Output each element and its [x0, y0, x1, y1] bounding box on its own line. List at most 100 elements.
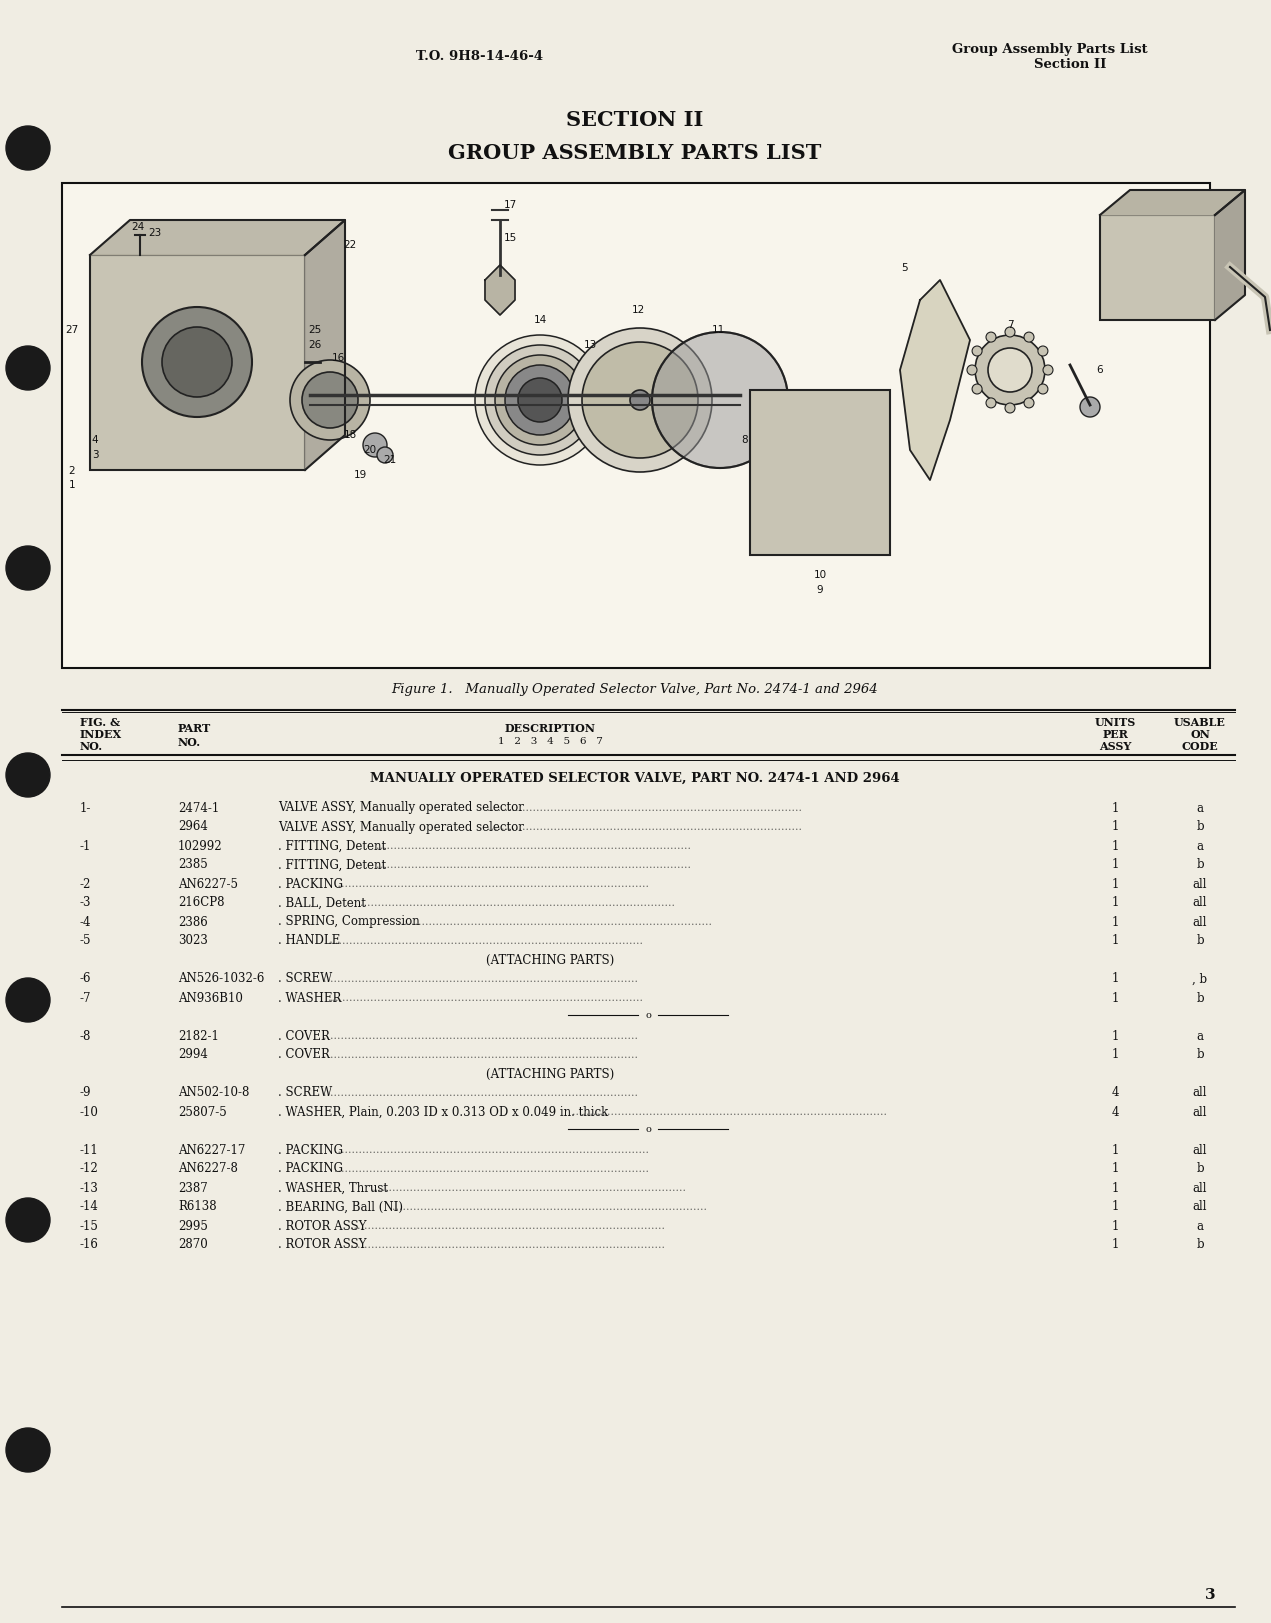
- Text: ASSY: ASSY: [1099, 742, 1131, 753]
- Circle shape: [6, 545, 50, 591]
- Text: -7: -7: [80, 992, 92, 1005]
- Text: 14: 14: [534, 315, 547, 325]
- Text: PART: PART: [178, 724, 211, 735]
- Text: 3: 3: [1205, 1587, 1215, 1602]
- Text: -12: -12: [80, 1162, 99, 1175]
- Circle shape: [967, 365, 977, 375]
- Text: 1: 1: [1111, 972, 1118, 985]
- Text: 9: 9: [817, 584, 824, 596]
- Text: 26: 26: [309, 339, 322, 351]
- Text: 1: 1: [1111, 1029, 1118, 1042]
- Text: . PACKING: . PACKING: [278, 1162, 343, 1175]
- Text: 1: 1: [1111, 802, 1118, 815]
- Text: 1: 1: [1111, 992, 1118, 1005]
- Text: -11: -11: [80, 1144, 99, 1157]
- Text: all: all: [1192, 1182, 1207, 1195]
- Text: 8: 8: [742, 435, 749, 445]
- Polygon shape: [305, 221, 344, 471]
- Text: all: all: [1192, 1086, 1207, 1099]
- Text: . COVER: . COVER: [278, 1048, 330, 1061]
- Text: ................................................................................: ........................................…: [323, 1087, 638, 1099]
- Circle shape: [652, 333, 788, 467]
- Text: 1: 1: [1111, 1144, 1118, 1157]
- Circle shape: [568, 328, 712, 472]
- Text: . BEARING, Ball (NI): . BEARING, Ball (NI): [278, 1201, 403, 1214]
- Text: -15: -15: [80, 1219, 99, 1232]
- Circle shape: [486, 346, 595, 454]
- Text: ................................................................................: ........................................…: [334, 1164, 648, 1173]
- Text: 1: 1: [1111, 839, 1118, 852]
- Text: ................................................................................: ........................................…: [391, 1203, 707, 1212]
- Text: 1: 1: [1111, 1238, 1118, 1251]
- Text: b: b: [1196, 935, 1204, 948]
- Text: AN6227-17: AN6227-17: [178, 1144, 245, 1157]
- Text: -6: -6: [80, 972, 92, 985]
- Text: ................................................................................: ........................................…: [360, 898, 675, 907]
- Text: 1: 1: [1111, 1219, 1118, 1232]
- Text: 1: 1: [1111, 915, 1118, 928]
- Circle shape: [986, 398, 996, 407]
- Text: ................................................................................: ........................................…: [371, 1183, 686, 1193]
- Text: NO.: NO.: [80, 742, 103, 753]
- Polygon shape: [900, 281, 970, 480]
- Circle shape: [6, 1428, 50, 1472]
- Text: PER: PER: [1102, 729, 1127, 740]
- Text: 2385: 2385: [178, 859, 207, 872]
- Circle shape: [6, 1198, 50, 1242]
- Text: a: a: [1196, 1219, 1204, 1232]
- Text: 1   2   3   4   5   6   7: 1 2 3 4 5 6 7: [497, 737, 602, 747]
- Text: 2: 2: [69, 466, 75, 476]
- Circle shape: [364, 433, 386, 458]
- Text: 102992: 102992: [178, 839, 222, 852]
- Text: a: a: [1196, 839, 1204, 852]
- Text: ................................................................................: ........................................…: [398, 917, 712, 927]
- Circle shape: [763, 403, 778, 419]
- Text: AN6227-8: AN6227-8: [178, 1162, 238, 1175]
- Text: 1: 1: [1111, 935, 1118, 948]
- Circle shape: [582, 342, 698, 458]
- Circle shape: [6, 127, 50, 170]
- Text: GROUP ASSEMBLY PARTS LIST: GROUP ASSEMBLY PARTS LIST: [449, 143, 821, 162]
- Text: 2386: 2386: [178, 915, 207, 928]
- Text: -8: -8: [80, 1029, 92, 1042]
- Text: 15: 15: [503, 234, 516, 243]
- Text: ON: ON: [1190, 729, 1210, 740]
- Bar: [62, 183, 1210, 669]
- Text: 3: 3: [92, 450, 98, 459]
- Text: (ATTACHING PARTS): (ATTACHING PARTS): [486, 1068, 614, 1081]
- Text: 10: 10: [813, 570, 826, 579]
- Text: ................................................................................: ........................................…: [323, 1031, 638, 1040]
- Text: all: all: [1192, 878, 1207, 891]
- Text: all: all: [1192, 1201, 1207, 1214]
- Circle shape: [1024, 333, 1035, 342]
- Text: all: all: [1192, 1105, 1207, 1118]
- Text: ................................................................................: ........................................…: [487, 821, 802, 833]
- Circle shape: [1038, 385, 1047, 394]
- Text: all: all: [1192, 896, 1207, 909]
- Text: R6138: R6138: [178, 1201, 216, 1214]
- Text: 13: 13: [583, 339, 596, 351]
- Text: 1: 1: [69, 480, 75, 490]
- Circle shape: [986, 333, 996, 342]
- Text: 6: 6: [1097, 365, 1103, 375]
- Text: b: b: [1196, 992, 1204, 1005]
- Text: ................................................................................: ........................................…: [487, 803, 802, 813]
- Circle shape: [519, 378, 562, 422]
- Text: o: o: [646, 1011, 651, 1019]
- Text: o: o: [646, 1125, 651, 1133]
- Text: 2964: 2964: [178, 821, 208, 834]
- Text: b: b: [1196, 1162, 1204, 1175]
- Circle shape: [1043, 365, 1052, 375]
- Text: 25807-5: 25807-5: [178, 1105, 226, 1118]
- Text: 2474-1: 2474-1: [178, 802, 220, 815]
- Text: Section II: Section II: [1033, 57, 1106, 70]
- Text: AN6227-5: AN6227-5: [178, 878, 238, 891]
- Text: b: b: [1196, 1238, 1204, 1251]
- Text: ................................................................................: ........................................…: [334, 1144, 648, 1156]
- Circle shape: [1005, 403, 1016, 412]
- Text: 5: 5: [901, 263, 909, 273]
- Text: NO.: NO.: [178, 737, 201, 748]
- Text: 1: 1: [1111, 821, 1118, 834]
- Text: 2182-1: 2182-1: [178, 1029, 219, 1042]
- Text: . WASHER, Plain, 0.203 ID x 0.313 OD x 0.049 in. thick: . WASHER, Plain, 0.203 ID x 0.313 OD x 0…: [278, 1105, 609, 1118]
